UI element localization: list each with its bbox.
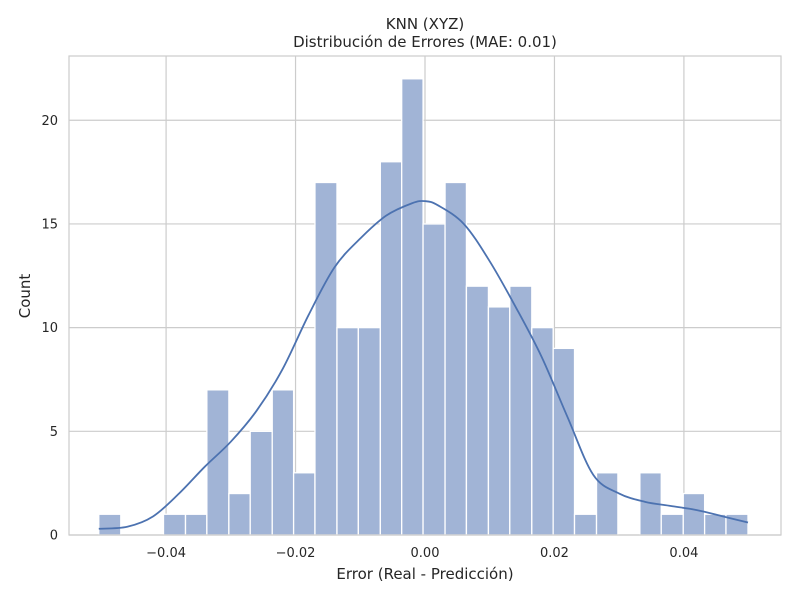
kde-curve-layer	[98, 200, 749, 530]
x-tick-labels: −0.04 −0.02 0.00 0.02 0.04	[146, 546, 698, 561]
histogram-bar	[162, 513, 187, 536]
histogram-bar	[292, 472, 316, 536]
x-tick-label: −0.04	[146, 546, 186, 561]
kde-curve	[98, 200, 749, 530]
histogram-bar	[401, 78, 424, 536]
histogram-bar	[703, 513, 727, 536]
y-tick-label: 0	[50, 529, 58, 544]
histogram-bar	[487, 306, 511, 536]
histogram-bar	[552, 347, 576, 536]
plot-frame	[68, 55, 782, 536]
histogram-bar	[444, 181, 468, 536]
x-tick-label: 0.02	[540, 546, 569, 561]
y-axis-title: Count	[16, 274, 34, 319]
histogram-bar	[660, 513, 684, 536]
histogram-bar	[422, 223, 446, 536]
histogram-bar	[509, 285, 533, 536]
y-tick-label: 5	[50, 425, 58, 440]
y-tick-labels: 0 5 10 15 20	[41, 114, 58, 544]
histogram-bar	[98, 513, 122, 536]
chart-subtitle: Distribución de Errores (MAE: 0.01)	[293, 33, 557, 51]
histogram-bar	[682, 492, 706, 536]
histogram-bar	[573, 513, 598, 536]
histogram-bar	[465, 285, 490, 536]
histogram-bar	[228, 492, 251, 536]
y-tick-label: 15	[41, 217, 58, 232]
histogram-bar	[249, 430, 273, 536]
x-axis-title: Error (Real - Predicción)	[336, 565, 513, 583]
histogram-bar	[336, 326, 359, 536]
y-tick-label: 10	[41, 321, 58, 336]
x-tick-label: −0.02	[276, 546, 316, 561]
histogram-bar	[184, 513, 208, 536]
histogram-bar	[271, 389, 295, 536]
chart-title: KNN (XYZ)	[386, 15, 464, 33]
x-tick-label: 0.00	[411, 546, 440, 561]
x-tick-label: 0.04	[669, 546, 698, 561]
histogram-bars	[98, 78, 749, 536]
y-tick-label: 20	[41, 114, 58, 129]
histogram-bar	[357, 326, 381, 536]
histogram-bar	[314, 181, 338, 536]
